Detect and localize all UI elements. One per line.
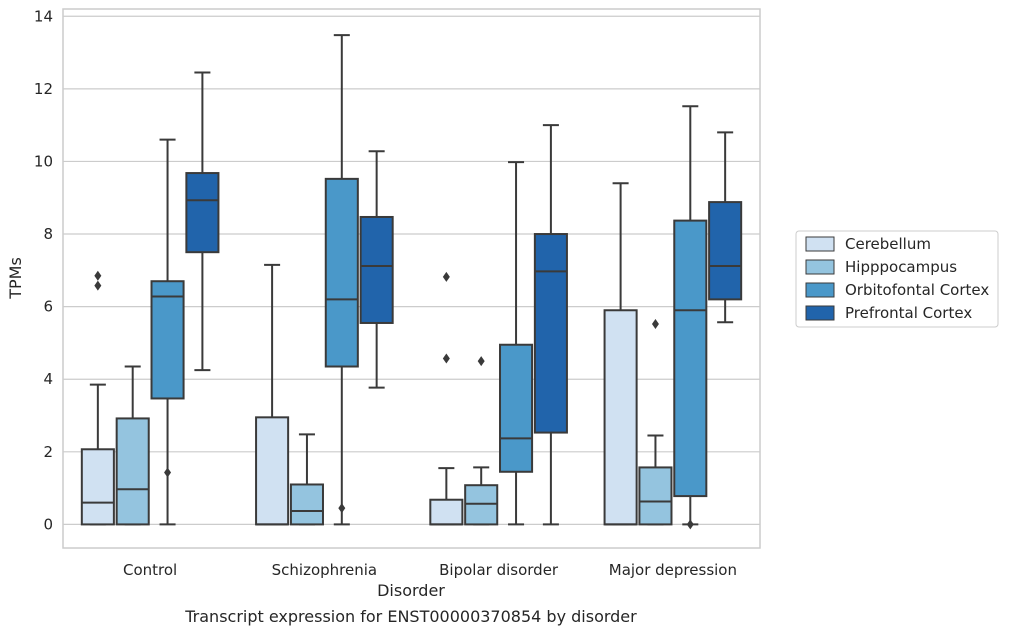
- legend: Cerebellum Hipppocampus Orbitofontal Corte…: [795, 230, 999, 328]
- y-tick-label: 8: [43, 225, 53, 243]
- x-tick-label: Bipolar disorder: [439, 561, 559, 579]
- y-axis-label: TPMs: [6, 257, 25, 300]
- outlier-point: [442, 271, 450, 282]
- box-0-1: [115, 365, 150, 526]
- x-tick-label: Control: [123, 561, 177, 579]
- y-tick-label: 14: [34, 7, 53, 25]
- x-tick-label: Major depression: [609, 561, 737, 579]
- box-rect: [638, 466, 673, 526]
- x-tick-label: Schizophrenia: [272, 561, 377, 579]
- box-1-2: [324, 34, 359, 526]
- box-0-3: [185, 71, 220, 372]
- box-0-2: [150, 138, 185, 526]
- legend-swatch: [805, 259, 835, 275]
- y-tick-label: 4: [43, 370, 53, 388]
- box-2-1: [464, 356, 499, 526]
- box-rect: [499, 343, 534, 473]
- box-3-3: [708, 131, 743, 324]
- y-tick-label: 10: [34, 152, 53, 170]
- box-3-0: [603, 182, 638, 526]
- box-rect: [255, 416, 290, 526]
- box-1-3: [359, 150, 394, 389]
- legend-label: Cerebellum: [845, 235, 931, 253]
- box-rect: [324, 177, 359, 368]
- box-3-1: [638, 319, 673, 526]
- x-tick-labels: Control Schizophrenia Bipolar disorder Majo…: [123, 561, 737, 579]
- box-rect: [603, 309, 638, 526]
- box-1-1: [289, 433, 324, 526]
- box-rect: [115, 417, 150, 526]
- outlier-point: [94, 270, 102, 281]
- y-tick-label: 0: [43, 515, 53, 533]
- box-2-0: [429, 271, 464, 526]
- box-2-2: [499, 161, 534, 526]
- box-0-0: [80, 270, 115, 526]
- chart-caption: Transcript expression for ENST0000037085…: [184, 607, 637, 626]
- box-rect: [673, 219, 708, 498]
- y-tick-label: 6: [43, 298, 53, 316]
- box-rect: [429, 498, 464, 526]
- legend-label: Hipppocampus: [845, 258, 957, 276]
- y-tick-label: 12: [34, 80, 53, 98]
- box-rect: [80, 448, 115, 526]
- box-rect: [150, 280, 185, 400]
- outlier-point: [477, 356, 485, 367]
- box-3-2: [673, 105, 708, 530]
- outlier-point: [686, 519, 694, 530]
- box-rect: [533, 233, 568, 434]
- outlier-point: [164, 467, 172, 478]
- box-rect: [359, 215, 394, 324]
- y-tick-label: 2: [43, 443, 53, 461]
- plot-frame: [62, 8, 761, 549]
- legend-frame: [795, 230, 999, 328]
- box-rect: [289, 483, 324, 526]
- legend-swatch: [805, 236, 835, 252]
- outlier-point: [651, 319, 659, 330]
- boxes-layer: [80, 34, 743, 530]
- legend-swatch: [805, 282, 835, 298]
- outlier-point: [442, 353, 450, 364]
- x-axis-label: Disorder: [377, 581, 445, 600]
- box-1-0: [255, 263, 290, 526]
- plot-background: [63, 9, 760, 548]
- box-rect: [185, 172, 220, 254]
- box-rect: [708, 201, 743, 301]
- legend-label: Prefrontal Cortex: [845, 304, 972, 322]
- outlier-point: [338, 503, 346, 514]
- outlier-point: [94, 280, 102, 291]
- box-rect: [464, 484, 499, 526]
- legend-swatch: [805, 305, 835, 321]
- legend-label: Orbitofontal Cortex: [845, 281, 989, 299]
- y-tick-labels: 0 2 4 6 8 10 12 14: [34, 7, 53, 533]
- box-2-3: [533, 124, 568, 526]
